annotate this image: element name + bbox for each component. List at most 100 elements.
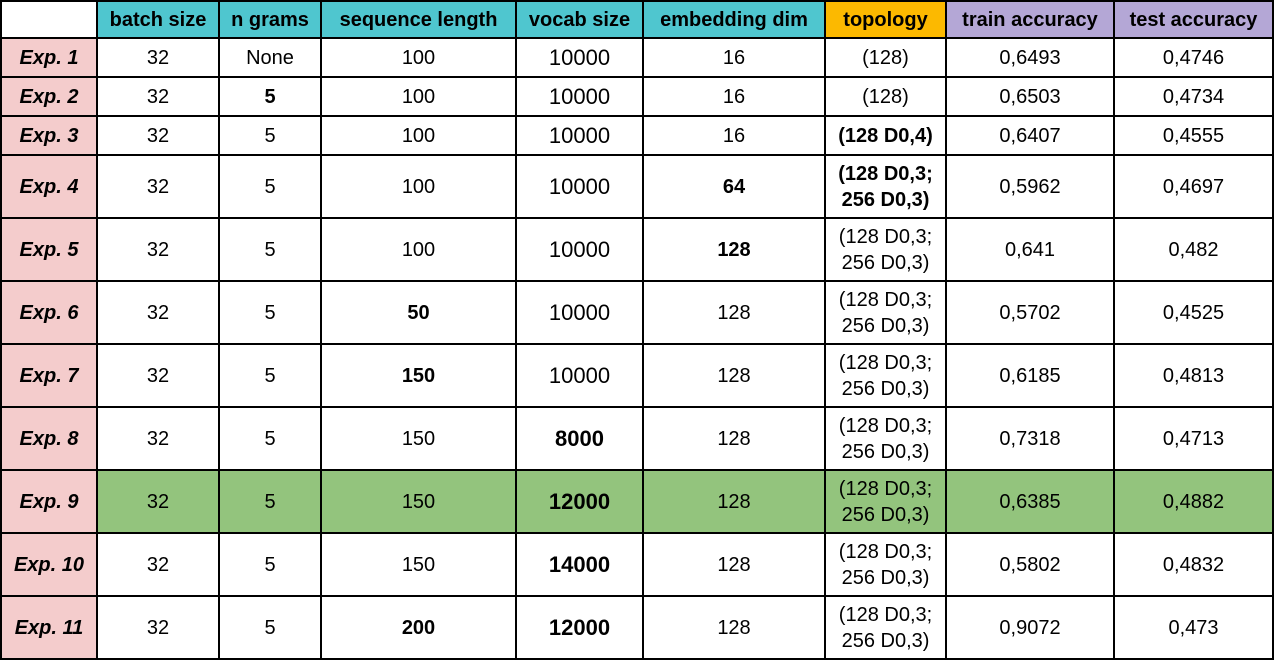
topology-line: 256 D0,3) (841, 503, 930, 526)
cell-test-accuracy: 0,4525 (1113, 280, 1274, 345)
column-header-batch-size: batch size (96, 0, 220, 39)
topology-line: (128 D0,3; (838, 225, 933, 248)
cell-n-grams: 5 (218, 406, 322, 471)
cell-vocab-size: 10000 (515, 280, 644, 345)
topology-line: 256 D0,3) (841, 251, 930, 274)
cell-train-accuracy: 0,7318 (945, 406, 1115, 471)
table-row: Exp. 11 32 5 200 12000 128 (128 D0,3; 256 D0,3)… (0, 595, 1274, 660)
cell-train-accuracy: 0,9072 (945, 595, 1115, 660)
cell-embedding-dim: 128 (642, 343, 826, 408)
row-label: Exp. 6 (0, 280, 98, 345)
cell-embedding-dim: 128 (642, 280, 826, 345)
corner-cell (0, 0, 98, 39)
row-label: Exp. 2 (0, 76, 98, 117)
cell-topology: (128 D0,3; 256 D0,3) (824, 217, 947, 282)
cell-sequence-length: 100 (320, 76, 517, 117)
cell-batch-size: 32 (96, 280, 220, 345)
cell-topology: (128) (824, 37, 947, 78)
topology-line: 256 D0,3) (841, 377, 930, 400)
row-label: Exp. 4 (0, 154, 98, 219)
cell-vocab-size: 10000 (515, 37, 644, 78)
topology-line: (128 D0,3; (838, 162, 933, 185)
column-header-n-grams: n grams (218, 0, 322, 39)
topology-line: (128 D0,3; (838, 351, 933, 374)
cell-n-grams: 5 (218, 76, 322, 117)
topology-line: (128) (862, 85, 909, 108)
cell-topology: (128 D0,3; 256 D0,3) (824, 406, 947, 471)
cell-vocab-size: 14000 (515, 532, 644, 597)
topology-line: 256 D0,3) (841, 188, 930, 211)
topology-line: 256 D0,3) (841, 314, 930, 337)
cell-topology: (128 D0,3; 256 D0,3) (824, 280, 947, 345)
cell-train-accuracy: 0,6385 (945, 469, 1115, 534)
cell-train-accuracy: 0,6493 (945, 37, 1115, 78)
cell-test-accuracy: 0,4555 (1113, 115, 1274, 156)
cell-topology: (128 D0,3; 256 D0,3) (824, 154, 947, 219)
table-row: Exp. 5 32 5 100 10000 128 (128 D0,3; 256 D0,3) 0… (0, 217, 1274, 282)
cell-sequence-length: 100 (320, 154, 517, 219)
cell-vocab-size: 10000 (515, 154, 644, 219)
cell-batch-size: 32 (96, 532, 220, 597)
cell-batch-size: 32 (96, 469, 220, 534)
cell-sequence-length: 150 (320, 532, 517, 597)
topology-line: (128 D0,3; (838, 603, 933, 626)
cell-vocab-size: 10000 (515, 217, 644, 282)
table-row: Exp. 4 32 5 100 10000 64 (128 D0,3; 256 D0,3) 0,… (0, 154, 1274, 219)
cell-topology: (128) (824, 76, 947, 117)
cell-embedding-dim: 128 (642, 406, 826, 471)
table-row: Exp. 2 32 5 100 10000 16 (128) 0,6503 0,4734 (0, 76, 1274, 117)
topology-line: (128 D0,3; (838, 414, 933, 437)
cell-embedding-dim: 128 (642, 595, 826, 660)
cell-train-accuracy: 0,5962 (945, 154, 1115, 219)
cell-batch-size: 32 (96, 37, 220, 78)
cell-n-grams: 5 (218, 280, 322, 345)
cell-sequence-length: 100 (320, 115, 517, 156)
cell-sequence-length: 50 (320, 280, 517, 345)
cell-topology: (128 D0,4) (824, 115, 947, 156)
cell-vocab-size: 10000 (515, 76, 644, 117)
table-row: Exp. 8 32 5 150 8000 128 (128 D0,3; 256 D0,3) 0,… (0, 406, 1274, 471)
cell-n-grams: 5 (218, 154, 322, 219)
cell-batch-size: 32 (96, 76, 220, 117)
table-body: Exp. 1 32 None 100 10000 16 (128) 0,6493 0,4746 E… (0, 37, 1274, 660)
cell-topology: (128 D0,3; 256 D0,3) (824, 595, 947, 660)
column-header-topology: topology (824, 0, 947, 39)
cell-train-accuracy: 0,641 (945, 217, 1115, 282)
cell-train-accuracy: 0,5702 (945, 280, 1115, 345)
cell-topology: (128 D0,3; 256 D0,3) (824, 532, 947, 597)
cell-batch-size: 32 (96, 595, 220, 660)
cell-test-accuracy: 0,482 (1113, 217, 1274, 282)
cell-batch-size: 32 (96, 343, 220, 408)
cell-n-grams: 5 (218, 532, 322, 597)
cell-sequence-length: 150 (320, 469, 517, 534)
table-row: Exp. 3 32 5 100 10000 16 (128 D0,4) 0,6407 0,455… (0, 115, 1274, 156)
column-header-sequence-length: sequence length (320, 0, 517, 39)
cell-vocab-size: 12000 (515, 595, 644, 660)
cell-test-accuracy: 0,4697 (1113, 154, 1274, 219)
cell-test-accuracy: 0,4832 (1113, 532, 1274, 597)
cell-train-accuracy: 0,5802 (945, 532, 1115, 597)
cell-embedding-dim: 128 (642, 469, 826, 534)
cell-embedding-dim: 16 (642, 115, 826, 156)
cell-train-accuracy: 0,6503 (945, 76, 1115, 117)
cell-sequence-length: 200 (320, 595, 517, 660)
topology-line: (128 D0,3; (838, 288, 933, 311)
cell-test-accuracy: 0,4713 (1113, 406, 1274, 471)
cell-batch-size: 32 (96, 406, 220, 471)
cell-batch-size: 32 (96, 217, 220, 282)
table-row: Exp. 7 32 5 150 10000 128 (128 D0,3; 256 D0,3) 0… (0, 343, 1274, 408)
cell-vocab-size: 10000 (515, 343, 644, 408)
cell-n-grams: None (218, 37, 322, 78)
table-row: Exp. 1 32 None 100 10000 16 (128) 0,6493 0,4746 (0, 37, 1274, 78)
row-label: Exp. 8 (0, 406, 98, 471)
cell-train-accuracy: 0,6185 (945, 343, 1115, 408)
topology-line: 256 D0,3) (841, 440, 930, 463)
topology-line: (128) (862, 46, 909, 69)
cell-vocab-size: 12000 (515, 469, 644, 534)
table-row: Exp. 10 32 5 150 14000 128 (128 D0,3; 256 D0,3)… (0, 532, 1274, 597)
cell-topology: (128 D0,3; 256 D0,3) (824, 343, 947, 408)
cell-topology: (128 D0,3; 256 D0,3) (824, 469, 947, 534)
topology-line: (128 D0,4) (838, 124, 933, 147)
table-row: Exp. 6 32 5 50 10000 128 (128 D0,3; 256 D0,3) 0,… (0, 280, 1274, 345)
